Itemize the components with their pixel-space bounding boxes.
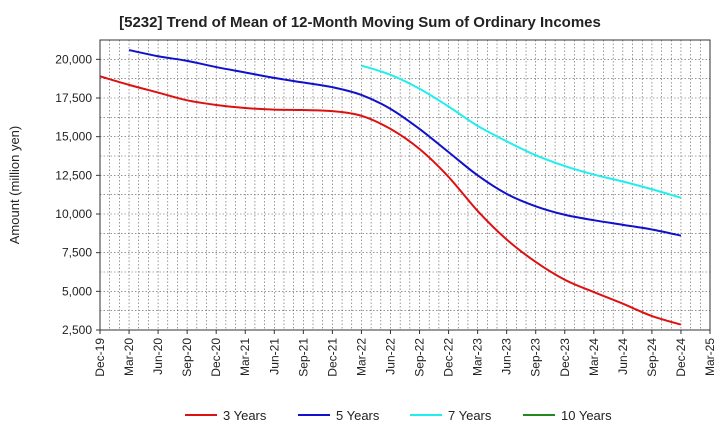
x-tick-label: Mar-21 xyxy=(238,338,252,376)
y-axis-label: Amount (million yen) xyxy=(7,126,22,245)
x-tick-label: Mar-22 xyxy=(354,338,368,376)
y-tick-label: 12,500 xyxy=(55,168,92,182)
x-tick-label: Sep-22 xyxy=(413,338,427,377)
x-tick-label: Jun-20 xyxy=(151,338,165,375)
y-axis-title: Amount (million yen) xyxy=(7,126,22,245)
y-tick-label: 20,000 xyxy=(55,52,92,66)
x-tick-label: Mar-23 xyxy=(471,338,485,376)
y-tick-label: 2,500 xyxy=(62,323,92,337)
series-line-7-years xyxy=(361,64,682,199)
y-tick-label: 17,500 xyxy=(55,91,92,105)
x-tick-label: Jun-21 xyxy=(267,338,281,375)
legend-label: 10 Years xyxy=(561,408,612,423)
series-line-5-years xyxy=(128,49,682,237)
y-axis-ticks: 2,500 5,000 7,500 10,000 12,500 15,000 17,500 2… xyxy=(55,52,100,337)
x-tick-label: Mar-25 xyxy=(703,338,717,376)
x-tick-label: Sep-21 xyxy=(296,338,310,377)
y-tick-label: 5,000 xyxy=(62,284,92,298)
x-tick-label: Jun-22 xyxy=(383,338,397,375)
x-tick-label: Mar-20 xyxy=(122,338,136,376)
x-tick-label: Jun-24 xyxy=(616,338,630,375)
legend-label: 7 Years xyxy=(448,408,492,423)
series-lines xyxy=(99,49,682,326)
x-tick-label: Jun-23 xyxy=(500,338,514,375)
x-tick-label: Mar-24 xyxy=(587,338,601,376)
x-tick-label: Dec-20 xyxy=(209,338,223,377)
x-tick-label: Dec-19 xyxy=(93,338,107,377)
y-tick-label: 7,500 xyxy=(62,246,92,260)
x-tick-label: Dec-24 xyxy=(674,338,688,377)
chart-title: [5232] Trend of Mean of 12-Month Moving … xyxy=(119,14,601,31)
plot-area xyxy=(100,40,710,330)
legend-label: 5 Years xyxy=(336,408,380,423)
x-tick-label: Sep-20 xyxy=(180,338,194,377)
y-tick-label: 15,000 xyxy=(55,130,92,144)
x-tick-label: Dec-21 xyxy=(325,338,339,377)
x-tick-label: Dec-22 xyxy=(442,338,456,377)
plot-border xyxy=(99,39,711,331)
series-line-3-years xyxy=(99,75,682,326)
x-tick-label: Dec-23 xyxy=(558,338,572,377)
y-tick-label: 10,000 xyxy=(55,207,92,221)
x-axis-ticks: Dec-19 Mar-20 Jun-20 Sep-20 Dec-20 Mar-21 Jun-… xyxy=(93,330,717,377)
x-tick-label: Sep-23 xyxy=(529,338,543,377)
legend-label: 3 Years xyxy=(223,408,267,423)
legend: 3 Years 5 Years 7 Years 10 Years xyxy=(185,408,612,423)
plot-background xyxy=(100,40,710,330)
x-tick-label: Sep-24 xyxy=(645,338,659,377)
plot-frame xyxy=(99,39,711,331)
